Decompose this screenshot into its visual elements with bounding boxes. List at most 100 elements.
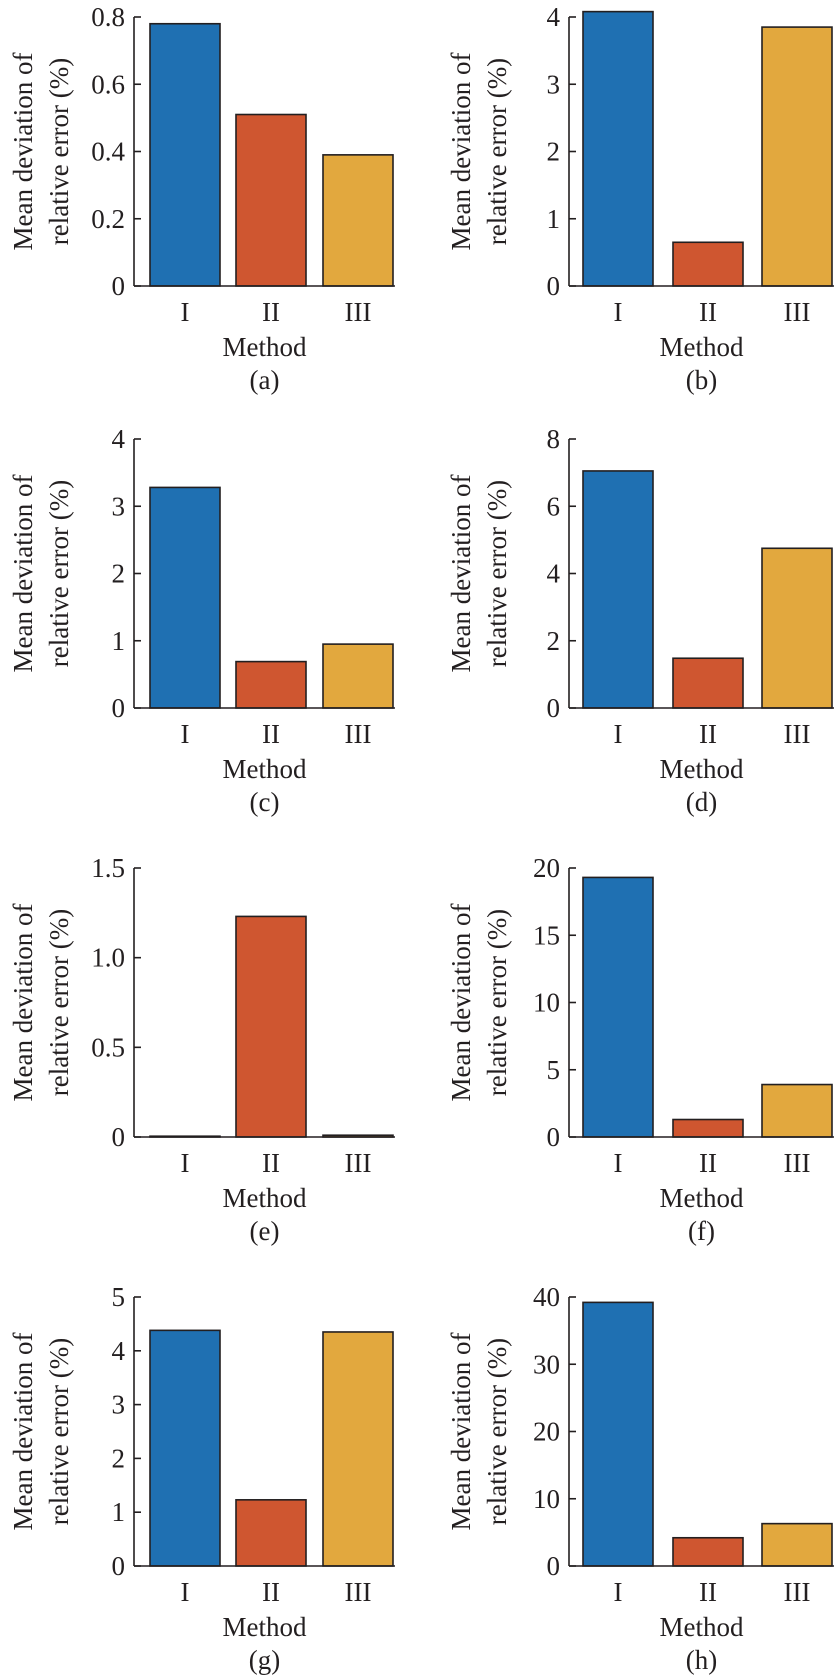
y-tick-label: 1	[547, 204, 561, 234]
bar-iii	[761, 1522, 833, 1567]
y-tick-label: 10	[533, 1484, 560, 1514]
y-tick-label: 1.0	[91, 943, 125, 973]
y-tick-label: 5	[547, 1055, 561, 1085]
panel-caption: (e)	[250, 1216, 280, 1246]
y-axis-title-line-1: Mean deviation of	[8, 904, 38, 1102]
x-tick-label: III	[784, 1148, 811, 1178]
bar-i	[149, 22, 221, 287]
y-tick-label: 0	[112, 1122, 126, 1152]
y-tick-label: 0	[547, 1122, 561, 1152]
y-tick-label: 0.2	[91, 204, 125, 234]
y-tick-label: 1	[112, 1497, 126, 1527]
y-tick-label: 4	[547, 559, 561, 589]
panel-caption: (a)	[250, 365, 280, 395]
y-tick-label: 30	[533, 1349, 560, 1379]
x-tick-label: III	[345, 1577, 372, 1607]
bar-ii	[235, 113, 307, 287]
x-axis-title: Method	[660, 754, 744, 784]
y-tick-label: 2	[112, 559, 126, 589]
bar-iii	[761, 26, 833, 287]
bar-i	[582, 1301, 654, 1567]
y-tick-label: 1	[112, 626, 126, 656]
y-axis-title-line-1: Mean deviation of	[8, 475, 38, 673]
panel-caption: (f)	[688, 1216, 715, 1246]
y-tick-label: 1.5	[91, 853, 125, 883]
x-tick-label: II	[699, 1577, 717, 1607]
y-tick-label: 3	[112, 491, 126, 521]
bar-i	[582, 10, 654, 287]
x-tick-label: III	[784, 1577, 811, 1607]
bar-iii	[322, 1331, 394, 1567]
y-tick-label: 8	[547, 424, 561, 454]
bar-i	[149, 486, 221, 709]
y-axis-title-line-1: Mean deviation of	[446, 53, 476, 251]
x-tick-label: II	[262, 719, 280, 749]
y-axis-title-line-1: Mean deviation of	[8, 53, 38, 251]
x-tick-label: II	[699, 719, 717, 749]
x-tick-label: III	[784, 297, 811, 327]
x-tick-label: II	[699, 297, 717, 327]
y-tick-label: 15	[533, 920, 560, 950]
bar-i	[582, 876, 654, 1138]
y-tick-label: 0	[112, 1551, 126, 1581]
y-tick-label: 4	[547, 2, 561, 32]
y-tick-label: 20	[533, 853, 560, 883]
x-axis-title: Method	[223, 1183, 307, 1213]
x-axis-title: Method	[660, 1612, 744, 1642]
bar-ii	[235, 915, 307, 1138]
y-tick-label: 6	[547, 491, 561, 521]
y-tick-label: 20	[533, 1417, 560, 1447]
x-axis-title: Method	[660, 1183, 744, 1213]
y-axis-title-line-2: relative error (%)	[44, 1338, 74, 1525]
y-tick-label: 2	[547, 626, 561, 656]
y-axis-title-line-2: relative error (%)	[44, 909, 74, 1096]
x-tick-label: III	[345, 297, 372, 327]
y-tick-label: 2	[112, 1443, 126, 1473]
y-tick-label: 5	[112, 1282, 126, 1312]
y-axis-title-line-2: relative error (%)	[482, 58, 512, 245]
y-axis-title-line-2: relative error (%)	[44, 58, 74, 245]
y-tick-label: 0.8	[91, 2, 125, 32]
x-tick-label: I	[614, 297, 623, 327]
y-axis-title-line-1: Mean deviation of	[446, 904, 476, 1102]
x-axis-title: Method	[660, 332, 744, 362]
bar-iii	[322, 154, 394, 287]
x-tick-label: I	[614, 1577, 623, 1607]
y-axis-title-line-2: relative error (%)	[482, 909, 512, 1096]
x-tick-label: I	[181, 297, 190, 327]
x-axis-title: Method	[223, 1612, 307, 1642]
y-tick-label: 4	[112, 1336, 126, 1366]
bar-i	[582, 470, 654, 709]
y-tick-label: 10	[533, 988, 560, 1018]
bar-i	[149, 1329, 221, 1567]
y-tick-label: 4	[112, 424, 126, 454]
y-tick-label: 0	[547, 271, 561, 301]
y-tick-label: 0	[112, 693, 126, 723]
x-tick-label: II	[262, 1577, 280, 1607]
x-tick-label: II	[262, 1148, 280, 1178]
y-tick-label: 0.6	[91, 69, 125, 99]
bar-ii	[235, 660, 307, 709]
x-tick-label: III	[345, 719, 372, 749]
y-axis-title-line-1: Mean deviation of	[8, 1333, 38, 1531]
y-tick-label: 0	[547, 1551, 561, 1581]
y-axis-title-line-1: Mean deviation of	[446, 475, 476, 673]
x-axis-title: Method	[223, 754, 307, 784]
y-axis-title-line-2: relative error (%)	[482, 1338, 512, 1525]
x-tick-label: I	[181, 719, 190, 749]
y-axis-title-line-1: Mean deviation of	[446, 1333, 476, 1531]
bar-iii	[761, 1083, 833, 1138]
x-tick-label: III	[345, 1148, 372, 1178]
bar-ii	[672, 1118, 744, 1138]
y-tick-label: 0.5	[91, 1032, 125, 1062]
x-tick-label: I	[614, 1148, 623, 1178]
y-tick-label: 0.4	[91, 137, 125, 167]
panel-caption: (h)	[686, 1645, 717, 1675]
